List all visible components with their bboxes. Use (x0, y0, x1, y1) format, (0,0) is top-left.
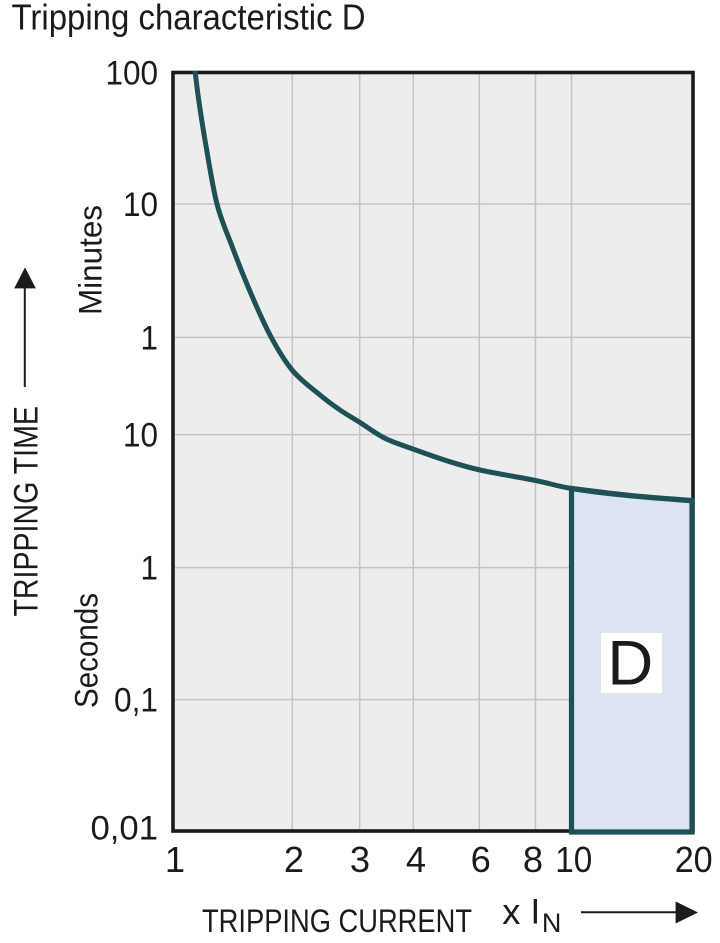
svg-text:0,1: 0,1 (114, 682, 158, 720)
svg-text:TRIPPING TIME: TRIPPING TIME (8, 406, 46, 617)
svg-text:10: 10 (123, 417, 158, 455)
svg-text:I: I (531, 893, 541, 932)
svg-text:1: 1 (141, 550, 159, 588)
svg-text:0,01: 0,01 (91, 809, 159, 847)
svg-text:Minutes: Minutes (73, 205, 109, 315)
svg-text:20: 20 (675, 839, 713, 880)
svg-text:4: 4 (406, 839, 426, 880)
svg-text:D: D (607, 629, 653, 699)
svg-text:10: 10 (555, 839, 592, 880)
svg-text:N: N (542, 908, 562, 938)
svg-text:100: 100 (106, 55, 159, 93)
svg-text:8: 8 (523, 839, 543, 880)
svg-text:1: 1 (165, 839, 185, 880)
svg-text:6: 6 (471, 839, 491, 880)
svg-text:2: 2 (284, 839, 304, 880)
svg-text:10: 10 (123, 186, 158, 224)
svg-text:x: x (502, 891, 520, 932)
svg-text:3: 3 (350, 839, 370, 880)
svg-text:TRIPPING CURRENT: TRIPPING CURRENT (202, 903, 472, 939)
svg-text:Tripping characteristic D: Tripping characteristic D (12, 0, 366, 38)
svg-text:Seconds: Seconds (69, 593, 105, 708)
svg-text:1: 1 (141, 319, 159, 357)
